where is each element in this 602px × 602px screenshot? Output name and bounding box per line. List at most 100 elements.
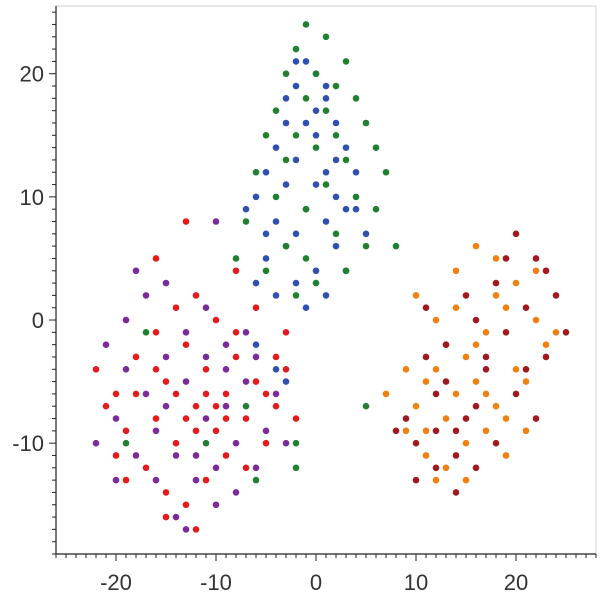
scatter-point xyxy=(232,353,240,361)
scatter-point xyxy=(302,255,310,262)
scatter-point xyxy=(352,168,360,176)
scatter-point xyxy=(172,452,180,459)
scatter-point xyxy=(122,427,130,435)
scatter-point xyxy=(322,168,330,176)
scatter-point xyxy=(282,439,290,447)
scatter-point xyxy=(312,279,320,287)
scatter-point xyxy=(472,402,480,410)
scatter-point xyxy=(282,365,290,373)
scatter-point xyxy=(242,415,250,422)
scatter-point xyxy=(282,119,290,127)
scatter-point xyxy=(152,329,160,336)
scatter-point xyxy=(332,193,340,201)
scatter-point xyxy=(402,415,410,422)
scatter-point xyxy=(522,304,530,312)
scatter-point xyxy=(202,439,210,447)
scatter-point xyxy=(182,501,190,509)
series-group xyxy=(92,218,300,533)
scatter-point xyxy=(452,427,460,435)
scatter-point xyxy=(342,58,350,65)
scatter-point xyxy=(242,464,250,472)
scatter-point xyxy=(392,242,400,250)
scatter-point xyxy=(272,292,280,299)
scatter-point xyxy=(462,476,470,484)
scatter-point xyxy=(292,439,300,447)
scatter-point xyxy=(242,205,250,213)
scatter-point xyxy=(432,427,440,435)
scatter-point xyxy=(282,95,290,102)
scatter-point xyxy=(272,107,280,114)
scatter-point xyxy=(172,439,180,447)
scatter-point xyxy=(202,365,210,373)
scatter-point xyxy=(332,156,340,164)
scatter-point xyxy=(272,218,280,225)
points-layer xyxy=(92,21,570,533)
scatter-point xyxy=(502,304,510,312)
axes-layer xyxy=(49,6,597,561)
scatter-point xyxy=(192,402,200,410)
scatter-point xyxy=(432,316,440,324)
scatter-point xyxy=(122,316,130,324)
scatter-point xyxy=(252,476,260,484)
scatter-point xyxy=(372,144,380,151)
scatter-point xyxy=(552,329,560,336)
scatter-point xyxy=(262,390,270,398)
scatter-point xyxy=(182,341,190,348)
scatter-point xyxy=(162,378,170,385)
scatter-point xyxy=(332,230,340,238)
scatter-point xyxy=(292,58,300,65)
scatter-point xyxy=(272,353,280,361)
scatter-point xyxy=(112,476,120,484)
scatter-point xyxy=(422,427,430,435)
scatter-point xyxy=(112,415,120,422)
scatter-point xyxy=(252,168,260,176)
scatter-point xyxy=(342,144,350,151)
scatter-point xyxy=(492,402,500,410)
scatter-point xyxy=(432,464,440,472)
scatter-point xyxy=(322,82,330,90)
scatter-point xyxy=(382,168,390,176)
scatter-point xyxy=(332,242,340,250)
scatter-point xyxy=(162,489,170,496)
series-group xyxy=(382,242,560,484)
y-tick-label: -10 xyxy=(12,431,44,456)
x-tick-label: -20 xyxy=(100,570,132,595)
scatter-point xyxy=(172,513,180,521)
scatter-point xyxy=(252,279,260,287)
scatter-point xyxy=(272,402,280,410)
scatter-point xyxy=(302,304,310,312)
x-tick-label: -10 xyxy=(200,570,232,595)
scatter-point xyxy=(352,205,360,213)
scatter-point xyxy=(252,378,260,385)
scatter-point xyxy=(202,390,210,398)
scatter-point xyxy=(462,353,470,361)
scatter-point xyxy=(452,267,460,275)
scatter-point xyxy=(422,452,430,459)
scatter-point xyxy=(482,365,490,373)
scatter-point xyxy=(282,242,290,250)
scatter-point xyxy=(312,144,320,151)
scatter-point xyxy=(262,427,270,435)
series-group xyxy=(242,58,370,385)
scatter-point xyxy=(412,476,420,484)
scatter-point xyxy=(152,476,160,484)
scatter-point xyxy=(152,365,160,373)
scatter-point xyxy=(522,365,530,373)
scatter-point xyxy=(462,292,470,299)
scatter-point xyxy=(532,415,540,422)
scatter-point xyxy=(342,205,350,213)
scatter-point xyxy=(532,267,540,275)
scatter-point xyxy=(302,205,310,213)
scatter-point xyxy=(292,132,300,139)
scatter-point xyxy=(122,476,130,484)
scatter-point xyxy=(442,341,450,348)
scatter-point xyxy=(322,95,330,102)
scatter-point xyxy=(452,452,460,459)
scatter-point xyxy=(182,329,190,336)
scatter-point xyxy=(402,365,410,373)
scatter-point xyxy=(502,452,510,459)
x-tick-label: 20 xyxy=(504,570,528,595)
scatter-point xyxy=(222,402,230,410)
